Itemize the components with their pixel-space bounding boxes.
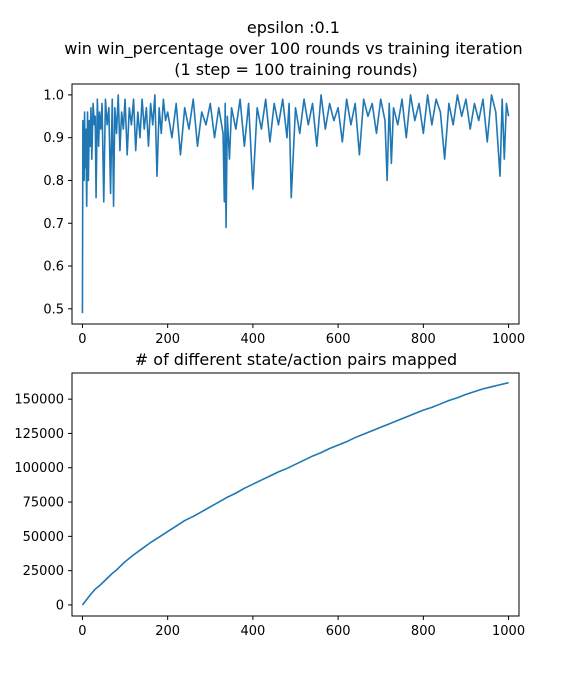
- chart-2-y-tick-label: 0: [56, 598, 64, 613]
- chart-1-plot-area: 0 200 400 600 800 1000 0.5 0.6 0.7 0.8 0.9 1.0: [43, 83, 525, 347]
- chart-2-x-tick-label: 400: [240, 624, 265, 639]
- chart-2-x-tick-label: 0: [78, 624, 86, 639]
- chart-1-title: epsilon :0.1 win win_percentage over 100…: [64, 18, 528, 79]
- chart-2-y-tick-label: 100000: [14, 461, 64, 476]
- chart-1-y-tick-label: 0.5: [43, 302, 64, 317]
- chart-2-series-line-0: [81, 381, 509, 606]
- chart-1-x-tick-label: 800: [411, 332, 436, 347]
- chart-2-title: # of different state/action pairs mapped: [135, 350, 457, 369]
- chart-2-x-tick-label: 600: [326, 624, 351, 639]
- chart-2-x-tick-label: 800: [411, 624, 436, 639]
- chart-1-x-tick-label: 0: [78, 332, 86, 347]
- chart-1-y-tick-label: 0.8: [43, 174, 64, 189]
- chart-1-y-tick-label: 0.6: [43, 260, 64, 275]
- chart-1-title-line-3: (1 step = 100 training rounds): [174, 60, 417, 79]
- chart-1-series-line-0: [81, 94, 510, 314]
- chart-2-y-tick-label: 125000: [14, 427, 64, 442]
- chart-1-x-tick-label: 600: [326, 332, 351, 347]
- chart-2-y-tick-label: 25000: [23, 564, 64, 579]
- chart-2-y-tick-label: 50000: [23, 530, 64, 545]
- chart-2-x-tick-label: 200: [155, 624, 180, 639]
- chart-1-y-tick-label: 0.7: [43, 217, 64, 232]
- chart-2-y-tick-label: 75000: [23, 496, 64, 511]
- chart-1-x-tick-label: 1000: [492, 332, 525, 347]
- chart-1-axes-frame: [71, 83, 520, 325]
- chart-1-x-tick-label: 200: [155, 332, 180, 347]
- chart-2-plot-area: 0 200 400 600 800 1000 0 25000 50000 75000 100000 1…: [14, 372, 525, 639]
- chart-1-y-tick-label: 0.9: [43, 131, 64, 146]
- chart-1-title-line-1: epsilon :0.1: [247, 18, 340, 37]
- chart-state-action-pairs: # of different state/action pairs mapped…: [14, 350, 525, 639]
- chart-2-axes-frame: [71, 372, 520, 617]
- chart-2-y-tick-label: 150000: [14, 393, 64, 408]
- chart-1-y-tick-label: 1.0: [43, 88, 64, 103]
- chart-1-title-line-2: win win_percentage over 100 rounds vs tr…: [64, 39, 522, 59]
- chart-1-x-tick-label: 400: [240, 332, 265, 347]
- chart-win-percentage: epsilon :0.1 win win_percentage over 100…: [43, 18, 528, 347]
- chart-2-x-tick-label: 1000: [492, 624, 525, 639]
